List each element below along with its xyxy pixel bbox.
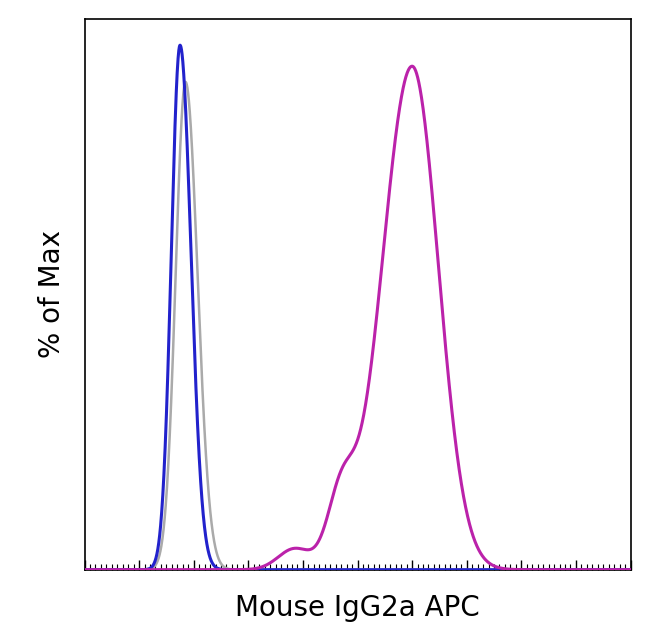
Y-axis label: % of Max: % of Max xyxy=(38,230,66,358)
X-axis label: Mouse IgG2a APC: Mouse IgG2a APC xyxy=(235,594,480,622)
